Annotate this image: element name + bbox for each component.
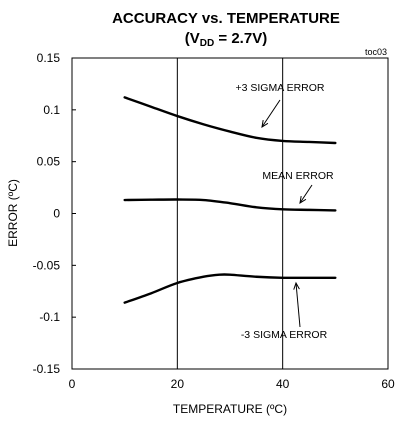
annotation-arrowhead <box>299 196 307 205</box>
y-tick-label: -0.15 <box>33 362 61 376</box>
annotation-leader <box>261 99 281 128</box>
annotation-label: MEAN ERROR <box>262 170 334 182</box>
x-tick-label: 0 <box>69 377 76 391</box>
grid <box>176 58 284 369</box>
figure-id: toc03 <box>365 47 387 57</box>
chart-subtitle: (VDD = 2.7V) <box>185 30 267 49</box>
annotation-arrowhead <box>261 120 269 129</box>
chart-title: ACCURACY vs. TEMPERATURE <box>112 10 340 27</box>
y-axis-label: ERROR (ºC) <box>6 179 20 247</box>
annotation-leader <box>295 282 301 328</box>
series-line-1 <box>123 198 337 212</box>
annotations: +3 SIGMA ERROR MEAN ERROR -3 SIGMA ERROR <box>236 82 334 341</box>
y-tick-label: -0.1 <box>39 310 60 324</box>
x-tick-label: 60 <box>381 377 395 391</box>
plot-frame <box>71 57 389 370</box>
x-tick-labels: 0 20 40 60 <box>69 377 395 391</box>
subtitle-subscript: DD <box>200 38 214 49</box>
annotation-leader <box>299 184 313 204</box>
x-axis-label: TEMPERATURE (ºC) <box>173 402 287 416</box>
x-tick-label: 20 <box>171 377 185 391</box>
x-tick-label: 40 <box>276 377 290 391</box>
subtitle-suffix: = 2.7V) <box>214 30 267 47</box>
y-tick-label: -0.05 <box>33 258 61 272</box>
annotation-label: +3 SIGMA ERROR <box>236 82 325 94</box>
series-line-2 <box>123 273 337 304</box>
annotation-label: -3 SIGMA ERROR <box>241 329 328 341</box>
series-line-0 <box>123 96 337 145</box>
annotation-arrowhead <box>293 281 300 290</box>
subtitle-prefix: (V <box>185 30 200 47</box>
y-tick-labels: 0.15 0.1 0.05 0 -0.05 -0.1 -0.15 <box>33 51 76 376</box>
y-tick-label: 0.05 <box>37 155 61 169</box>
y-tick-label: 0 <box>53 207 60 221</box>
y-tick-label: 0.15 <box>37 51 61 65</box>
series-lines <box>123 96 337 304</box>
y-tick-label: 0.1 <box>43 103 60 117</box>
